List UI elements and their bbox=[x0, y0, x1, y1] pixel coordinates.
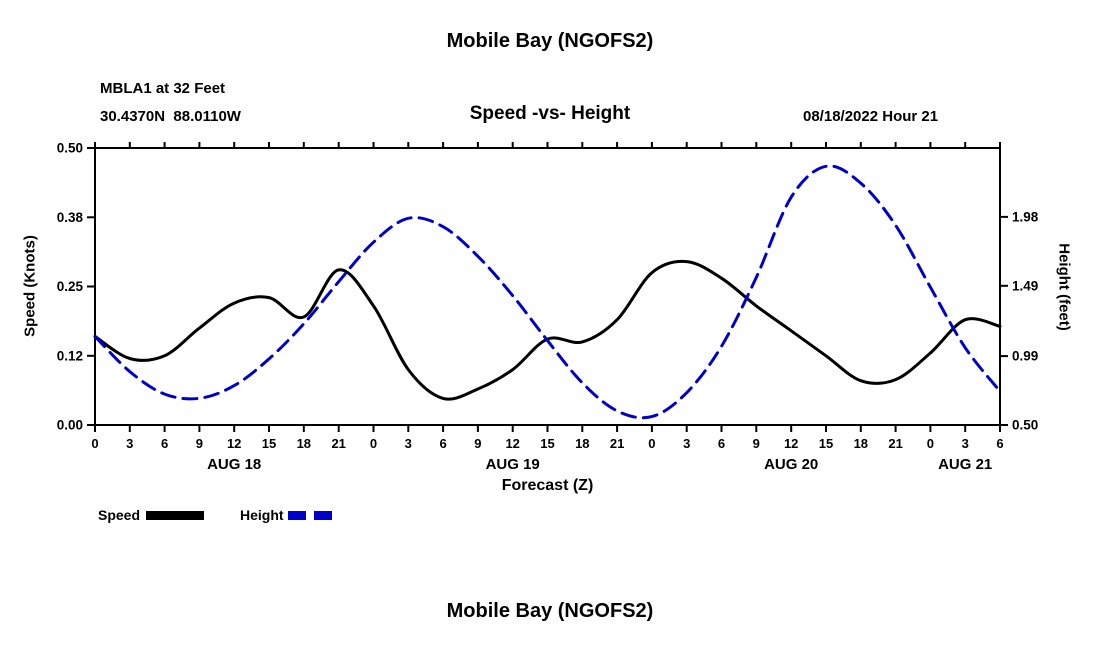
height-curve bbox=[93, 164, 1002, 420]
station-coordinates: 30.4370N 88.0110W bbox=[100, 108, 241, 125]
right-axis-title: Height (feet) bbox=[1055, 243, 1073, 331]
x-tick-label: 6 bbox=[161, 436, 168, 451]
x-tick-label: 3 bbox=[683, 436, 690, 451]
legend-height-swatch bbox=[287, 510, 340, 520]
x-tick-label: 18 bbox=[854, 436, 868, 451]
legend-speed-swatch bbox=[146, 510, 205, 520]
y-tick-label-left: 0.38 bbox=[57, 210, 84, 225]
left-axis-title: Speed (Knots) bbox=[21, 235, 39, 337]
x-axis-title: Forecast (Z) bbox=[501, 477, 594, 494]
x-tick-label: 3 bbox=[405, 436, 412, 451]
y-tick-label-left: 0.00 bbox=[57, 418, 83, 433]
x-tick-label: 9 bbox=[753, 436, 760, 451]
legend: Speed Height bbox=[98, 507, 340, 523]
x-tick-label: 21 bbox=[888, 436, 902, 451]
chart-subtitle: Speed -vs- Height bbox=[469, 103, 631, 124]
speed-curve bbox=[93, 259, 1002, 401]
y-tick-label-right: 0.99 bbox=[1012, 349, 1038, 364]
x-tick-label: 12 bbox=[505, 436, 519, 451]
x-tick-label: 12 bbox=[227, 436, 241, 451]
x-tick-label: 6 bbox=[996, 436, 1003, 451]
legend-speed-label: Speed bbox=[98, 507, 141, 523]
y-tick-label-left: 0.25 bbox=[57, 279, 84, 294]
x-tick-label: 6 bbox=[718, 436, 725, 451]
y-tick-label-left: 0.50 bbox=[57, 141, 83, 156]
x-tick-label: 21 bbox=[331, 436, 345, 451]
plot-frame bbox=[94, 147, 1001, 426]
x-tick-label: 3 bbox=[962, 436, 969, 451]
forecast-datetime: 08/18/2022 Hour 21 bbox=[803, 108, 939, 125]
y-tick-label-right: 1.49 bbox=[1012, 278, 1038, 293]
date-label: AUG 19 bbox=[486, 456, 540, 473]
date-label: AUG 20 bbox=[764, 456, 818, 473]
x-tick-label: 18 bbox=[575, 436, 589, 451]
x-tick-label: 0 bbox=[370, 436, 377, 451]
x-tick-label: 12 bbox=[784, 436, 798, 451]
legend-height-label: Height bbox=[240, 507, 284, 523]
x-tick-label: 0 bbox=[927, 436, 934, 451]
x-tick-label: 15 bbox=[262, 436, 276, 451]
y-tick-label-left: 0.12 bbox=[57, 348, 83, 363]
x-tick-label: 21 bbox=[610, 436, 624, 451]
x-tick-label: 0 bbox=[91, 436, 98, 451]
y-tick-label-right: 0.50 bbox=[1012, 418, 1038, 433]
x-tick-label: 3 bbox=[126, 436, 133, 451]
x-tick-label: 15 bbox=[819, 436, 833, 451]
x-tick-label: 0 bbox=[648, 436, 655, 451]
y-tick-label-right: 1.98 bbox=[1012, 209, 1039, 224]
x-tick-label: 9 bbox=[196, 436, 203, 451]
x-tick-label: 6 bbox=[439, 436, 446, 451]
x-tick-label: 9 bbox=[474, 436, 481, 451]
page-title-bottom: Mobile Bay (NGOFS2) bbox=[446, 600, 654, 622]
page-title: Mobile Bay (NGOFS2) bbox=[446, 30, 654, 52]
date-label: AUG 18 bbox=[207, 456, 261, 473]
station-label: MBLA1 at 32 Feet bbox=[100, 80, 226, 97]
x-tick-label: 18 bbox=[297, 436, 311, 451]
date-label: AUG 21 bbox=[938, 456, 992, 473]
x-tick-label: 15 bbox=[540, 436, 554, 451]
